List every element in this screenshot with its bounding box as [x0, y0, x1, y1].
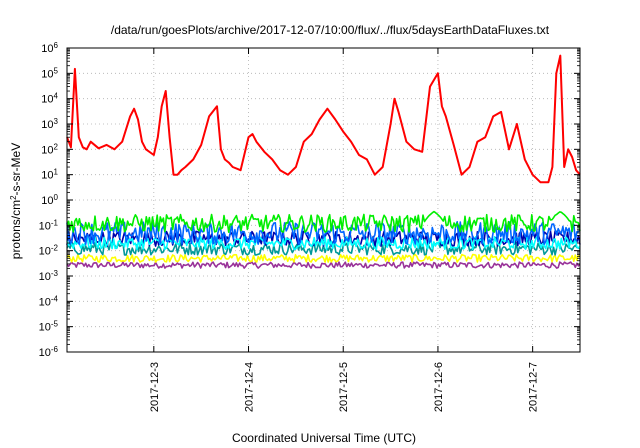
y-tick-base: 10: [41, 43, 53, 55]
y-tick-label: 100: [41, 193, 58, 208]
x-tick-label: 2017-12-6: [433, 362, 445, 412]
y-tick-label: 10-2: [39, 243, 59, 258]
y-axis-label-main: protons/cm: [9, 200, 23, 259]
series-line: [66, 235, 581, 251]
y-tick-exponent: 4: [54, 91, 59, 100]
y-tick-label: 10-1: [39, 218, 59, 233]
y-tick-base: 10: [41, 68, 53, 80]
y-axis-label-rest: -s-sr-MeV: [9, 143, 23, 196]
y-tick-exponent: -4: [51, 294, 59, 303]
y-tick-base: 10: [41, 170, 53, 182]
x-tick-label: 2017-12-5: [338, 362, 350, 412]
y-tick-base: 10: [41, 119, 53, 131]
y-tick-label: 10-4: [39, 294, 59, 309]
y-tick-label: 10-5: [39, 319, 59, 334]
y-axis-label-superscript: 2: [9, 195, 18, 200]
y-tick-exponent: 0: [54, 193, 59, 202]
y-tick-exponent: 3: [54, 117, 59, 126]
y-tick-exponent: 6: [54, 41, 59, 50]
y-tick-label: 103: [41, 117, 58, 132]
y-tick-base: 10: [39, 246, 51, 258]
series-layer: [66, 54, 581, 269]
y-tick-base: 10: [41, 94, 53, 106]
y-tick-base: 10: [39, 322, 51, 334]
y-tick-base: 10: [39, 271, 51, 283]
y-tick-exponent: 5: [54, 66, 59, 75]
x-tick-label: 2017-12-3: [149, 362, 161, 412]
y-axis-tick-labels: 10-610-510-410-310-210-11001011021031041…: [39, 41, 59, 360]
y-tick-exponent: -1: [51, 218, 59, 227]
series-line: [66, 210, 581, 233]
series-line: [66, 54, 581, 184]
series-line: [66, 261, 581, 269]
y-tick-exponent: -6: [51, 345, 59, 354]
y-tick-exponent: 1: [54, 167, 59, 176]
y-tick-exponent: -2: [51, 243, 59, 252]
chart-title: /data/run/goesPlots/archive/2017-12-07/1…: [111, 23, 550, 37]
y-tick-label: 106: [41, 41, 58, 56]
y-tick-base: 10: [41, 195, 53, 207]
y-axis-label: protons/cm2-s-sr-MeV: [9, 143, 24, 259]
y-tick-base: 10: [39, 347, 51, 359]
y-tick-exponent: 2: [54, 142, 59, 151]
y-tick-label: 102: [41, 142, 58, 157]
y-tick-base: 10: [41, 144, 53, 156]
y-tick-label: 10-3: [39, 269, 59, 284]
y-tick-label: 105: [41, 66, 58, 81]
x-axis-label: Coordinated Universal Time (UTC): [232, 431, 416, 445]
y-tick-base: 10: [39, 296, 51, 308]
y-tick-label: 104: [41, 91, 58, 106]
x-axis-tick-labels: 2017-12-3 2017-12-4 2017-12-5 2017-12-6 2017…: [149, 362, 540, 412]
x-tick-label: 2017-12-4: [244, 362, 256, 412]
axis-ticks: [67, 47, 580, 353]
series-line: [66, 253, 581, 263]
x-tick-label: 2017-12-7: [528, 362, 540, 412]
y-tick-exponent: -5: [51, 319, 59, 328]
y-tick-base: 10: [39, 220, 51, 232]
y-tick-exponent: -3: [51, 269, 59, 278]
y-tick-label: 10-6: [39, 345, 59, 360]
y-tick-label: 101: [41, 167, 58, 182]
